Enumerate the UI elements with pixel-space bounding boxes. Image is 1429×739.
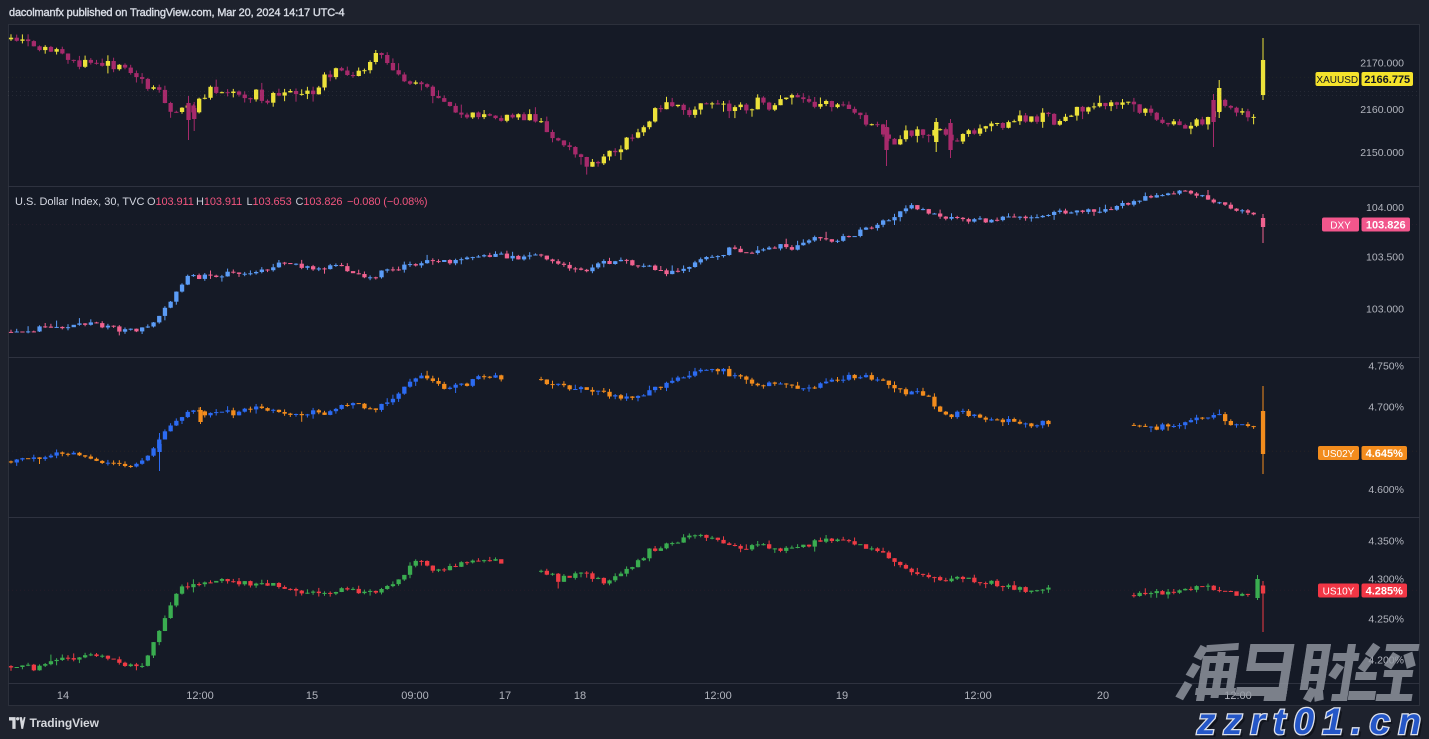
svg-text:DXY: DXY <box>1330 221 1351 232</box>
svg-text:12:00: 12:00 <box>1224 690 1252 702</box>
svg-text:4.600%: 4.600% <box>1368 484 1404 496</box>
svg-text:US10Y: US10Y <box>1323 587 1355 598</box>
svg-text:14: 14 <box>57 690 69 702</box>
svg-text:H103.911: H103.911 <box>196 196 242 208</box>
svg-text:19: 19 <box>836 690 848 702</box>
svg-text:XAUUSD: XAUUSD <box>1316 75 1358 86</box>
svg-text:zzrt01.cn: zzrt01.cn <box>1199 704 1429 739</box>
svg-text:103.826: 103.826 <box>1366 220 1406 232</box>
svg-text:4.250%: 4.250% <box>1368 614 1404 626</box>
svg-text:2160.000: 2160.000 <box>1360 104 1404 116</box>
svg-text:2170.000: 2170.000 <box>1360 58 1404 70</box>
svg-text:09:00: 09:00 <box>401 690 429 702</box>
svg-text:4.750%: 4.750% <box>1368 361 1404 373</box>
svg-text:US02Y: US02Y <box>1323 449 1355 460</box>
svg-text:103.500: 103.500 <box>1366 252 1404 264</box>
svg-text:17: 17 <box>499 690 511 702</box>
svg-text:4.350%: 4.350% <box>1368 536 1404 548</box>
svg-text:4.645%: 4.645% <box>1366 448 1404 460</box>
svg-text:L103.653: L103.653 <box>247 196 292 208</box>
svg-text:103.000: 103.000 <box>1366 304 1404 316</box>
svg-text:4.285%: 4.285% <box>1366 586 1404 598</box>
svg-text:zzrt01.cn: zzrt01.cn <box>1196 701 1429 739</box>
svg-text:12:00: 12:00 <box>704 690 732 702</box>
svg-text:12:00: 12:00 <box>186 690 214 702</box>
svg-text:C103.826: C103.826 <box>296 196 343 208</box>
svg-text:O103.911: O103.911 <box>147 196 194 208</box>
svg-text:18: 18 <box>574 690 586 702</box>
svg-text:U.S. Dollar Index, 30, TVC: U.S. Dollar Index, 30, TVC <box>15 196 144 208</box>
svg-text:104.000: 104.000 <box>1366 202 1404 214</box>
svg-text:12:00: 12:00 <box>964 690 992 702</box>
svg-text:4.300%: 4.300% <box>1368 573 1404 585</box>
svg-text:4.200%: 4.200% <box>1368 654 1404 666</box>
svg-text:2150.000: 2150.000 <box>1360 147 1404 159</box>
svg-text:2166.775: 2166.775 <box>1364 74 1410 86</box>
svg-text:−0.080 (−0.08%): −0.080 (−0.08%) <box>347 196 427 208</box>
svg-text:15: 15 <box>306 690 318 702</box>
svg-text:20: 20 <box>1097 690 1109 702</box>
svg-text:4.700%: 4.700% <box>1368 401 1404 413</box>
